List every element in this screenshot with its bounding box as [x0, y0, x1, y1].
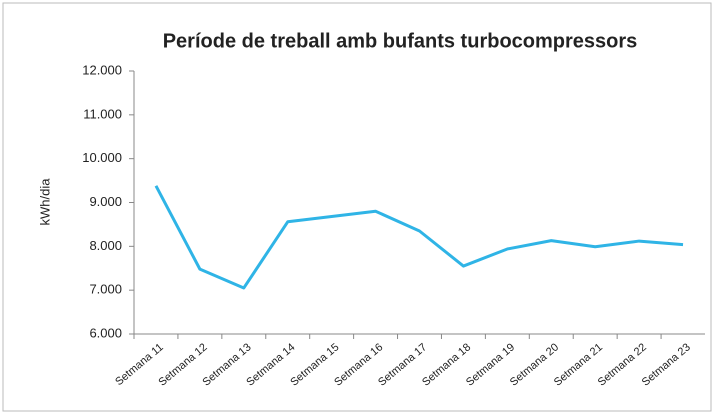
y-tick-label: 7.000	[89, 282, 122, 297]
chart-title: Període de treball amb bufants turbocomp…	[163, 30, 638, 52]
y-tick-label: 6.000	[89, 325, 122, 340]
y-tick-label: 8.000	[89, 238, 122, 253]
y-tick-label: 11.000	[83, 106, 122, 121]
y-tick-label: 12.000	[82, 62, 122, 77]
y-tick-label: 9.000	[89, 194, 122, 209]
y-tick-label: 10.000	[82, 150, 122, 165]
y-axis-label: kWh/dia	[37, 178, 52, 226]
series-line	[154, 185, 684, 290]
